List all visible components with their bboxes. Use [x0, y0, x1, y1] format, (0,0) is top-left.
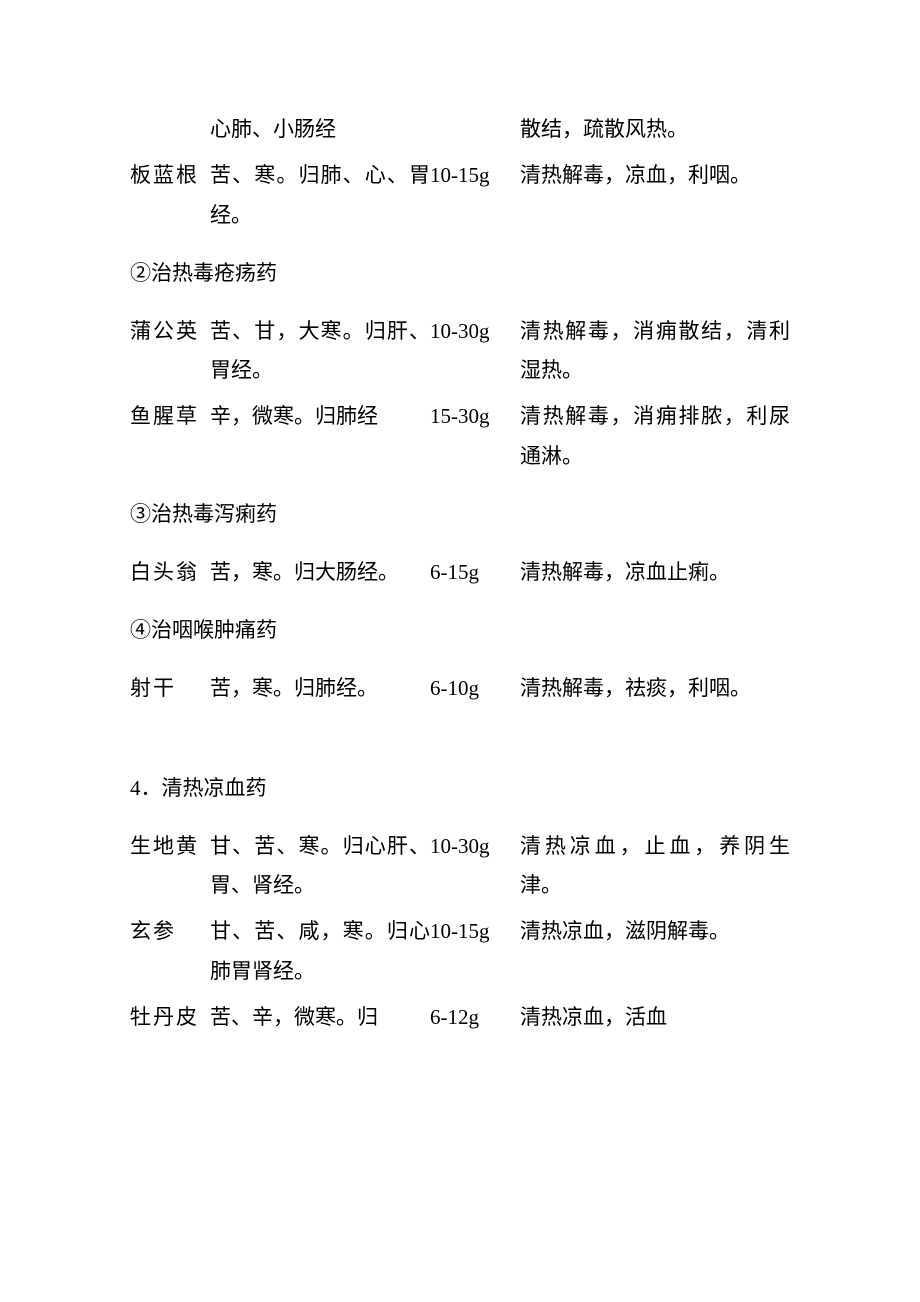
herb-name: 玄参 — [130, 912, 210, 952]
herb-dose: 10-30g — [430, 827, 520, 867]
herb-function: 清热解毒，凉血，利咽。 — [520, 156, 790, 196]
herb-name: 射干 — [130, 669, 210, 709]
herb-name: 牡丹皮 — [130, 998, 210, 1038]
herb-function: 清热凉血，活血 — [520, 998, 790, 1038]
herb-property: 苦、甘，大寒。归肝、胃经。 — [210, 312, 430, 392]
table-row: 板蓝根 苦、寒。归肺、心、胃经。 10-15g 清热解毒，凉血，利咽。 — [130, 156, 790, 236]
herb-name: 蒲公英 — [130, 312, 210, 352]
document-page: 心肺、小肠经 散结，疏散风热。 板蓝根 苦、寒。归肺、心、胃经。 10-15g … — [0, 0, 920, 1302]
herb-function: 清热解毒，祛痰，利咽。 — [520, 669, 790, 709]
herb-property: 辛，微寒。归肺经 — [210, 397, 430, 437]
herb-function: 清热解毒，凉血止痢。 — [520, 553, 790, 593]
herb-dose: 6-10g — [430, 669, 520, 709]
herb-property: 甘、苦、寒。归心肝、胃、肾经。 — [210, 827, 430, 907]
herb-property: 心肺、小肠经 — [210, 110, 430, 150]
herb-name: 鱼腥草 — [130, 397, 210, 437]
section-title-5: 4．清热凉血药 — [130, 769, 790, 809]
table-row: 鱼腥草 辛，微寒。归肺经 15-30g 清热解毒，消痈排脓，利尿通淋。 — [130, 397, 790, 477]
table-row: 牡丹皮 苦、辛，微寒。归 6-12g 清热凉血，活血 — [130, 998, 790, 1038]
herb-dose: 6-15g — [430, 553, 520, 593]
herb-name: 白头翁 — [130, 553, 210, 593]
herb-function: 清热凉血，止血，养阴生津。 — [520, 827, 790, 907]
herb-dose: 15-30g — [430, 397, 520, 437]
table-row: 蒲公英 苦、甘，大寒。归肝、胃经。 10-30g 清热解毒，消痈散结，清利湿热。 — [130, 312, 790, 392]
herb-property: 苦、辛，微寒。归 — [210, 998, 430, 1038]
section-title-4: ④治咽喉肿痛药 — [130, 611, 790, 651]
table-row: 白头翁 苦，寒。归大肠经。 6-15g 清热解毒，凉血止痢。 — [130, 553, 790, 593]
herb-dose: 10-15g — [430, 156, 520, 196]
table-row: 射干 苦，寒。归肺经。 6-10g 清热解毒，祛痰，利咽。 — [130, 669, 790, 709]
herb-name: 板蓝根 — [130, 156, 210, 196]
herb-property: 苦、寒。归肺、心、胃经。 — [210, 156, 430, 236]
herb-function: 清热解毒，消痈排脓，利尿通淋。 — [520, 397, 790, 477]
herb-property: 苦，寒。归大肠经。 — [210, 553, 430, 593]
herb-dose: 10-30g — [430, 312, 520, 352]
herb-function: 散结，疏散风热。 — [520, 110, 790, 150]
herb-dose: 10-15g — [430, 912, 520, 952]
herb-property: 甘、苦、咸，寒。归心肺胃肾经。 — [210, 912, 430, 992]
table-row: 玄参 甘、苦、咸，寒。归心肺胃肾经。 10-15g 清热凉血，滋阴解毒。 — [130, 912, 790, 992]
herb-name: 生地黄 — [130, 827, 210, 867]
table-row: 生地黄 甘、苦、寒。归心肝、胃、肾经。 10-30g 清热凉血，止血，养阴生津。 — [130, 827, 790, 907]
herb-function: 清热凉血，滋阴解毒。 — [520, 912, 790, 952]
herb-dose: 6-12g — [430, 998, 520, 1038]
section-title-2: ②治热毒疮疡药 — [130, 254, 790, 294]
herb-function: 清热解毒，消痈散结，清利湿热。 — [520, 312, 790, 392]
section-title-3: ③治热毒泻痢药 — [130, 495, 790, 535]
table-row: 心肺、小肠经 散结，疏散风热。 — [130, 110, 790, 150]
herb-property: 苦，寒。归肺经。 — [210, 669, 430, 709]
